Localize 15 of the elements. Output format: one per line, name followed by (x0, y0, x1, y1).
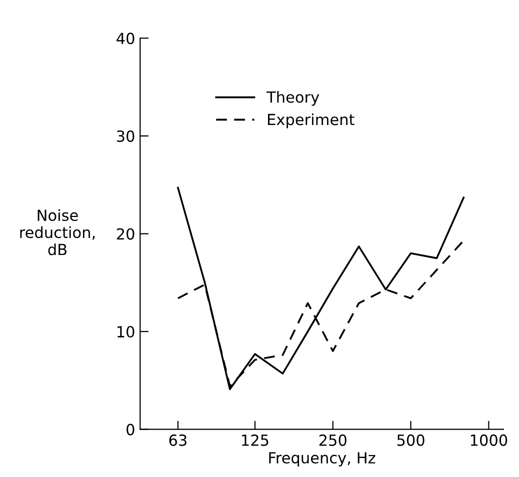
x-tick-label: 63 (169, 434, 186, 446)
line-series (177, 186, 465, 390)
y-tick-label: 40 (116, 32, 134, 44)
x-tick-label: 125 (242, 434, 268, 446)
y-tick-label: 10 (118, 326, 134, 338)
x-axis-title: Frequency, Hz (269, 452, 376, 467)
legend-label: Theory (266, 91, 320, 106)
y-tick-label: 20 (116, 228, 134, 240)
x-tick-label: 250 (319, 434, 346, 446)
x-tick-label: 1000 (470, 434, 508, 446)
y-axis-title: Noise reduction, dB (20, 209, 95, 256)
y-tick-label: 0 (126, 424, 134, 436)
legend-label: Experiment (268, 113, 354, 128)
x-tick-label: 500 (397, 434, 424, 446)
y-tick-label: 30 (116, 130, 134, 142)
